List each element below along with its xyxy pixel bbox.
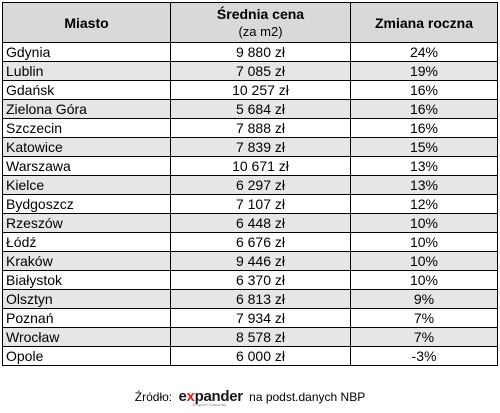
- table-row: Bydgoszcz 7 107 zł 12%: [2, 194, 498, 214]
- cell-city: Lublin: [2, 61, 171, 81]
- cell-city: Opole: [2, 346, 171, 366]
- cell-change: 24%: [350, 42, 498, 62]
- cell-price: 5 684 zł: [170, 99, 351, 119]
- cell-price: 7 839 zł: [170, 137, 351, 157]
- source-suffix: na podst.danych NBP: [249, 390, 366, 405]
- cell-price: 10 257 zł: [170, 80, 351, 100]
- cell-city: Rzeszów: [2, 213, 171, 233]
- cell-city: Warszawa: [2, 156, 171, 176]
- expander-logo: expander Ekspert Finansowy: [178, 388, 243, 407]
- cell-city: Wrocław: [2, 327, 171, 347]
- cell-price: 7 107 zł: [170, 194, 351, 214]
- cell-price: 8 578 zł: [170, 327, 351, 347]
- cell-price: 7 888 zł: [170, 118, 351, 138]
- table-row: Olsztyn 6 813 zł 9%: [2, 289, 498, 309]
- table-row: Łódź 6 676 zł 10%: [2, 232, 498, 252]
- cell-change: 10%: [350, 232, 498, 252]
- cell-price: 6 000 zł: [170, 346, 351, 366]
- cell-change: 13%: [350, 156, 498, 176]
- header-row: Miasto Średnia cena (za m2) Zmiana roczn…: [2, 2, 498, 43]
- table-row: Białystok 6 370 zł 10%: [2, 270, 498, 290]
- cell-change: 10%: [350, 251, 498, 271]
- cell-city: Olsztyn: [2, 289, 171, 309]
- cell-price: 6 813 zł: [170, 289, 351, 309]
- cell-change: 13%: [350, 175, 498, 195]
- cell-change: 12%: [350, 194, 498, 214]
- price-table: Miasto Średnia cena (za m2) Zmiana roczn…: [2, 2, 498, 366]
- expander-logo-wordmark: expander: [178, 388, 243, 405]
- source-line: Źródło: expander Ekspert Finansowy na po…: [0, 389, 500, 407]
- cell-city: Katowice: [2, 137, 171, 157]
- cell-price: 9 446 zł: [170, 251, 351, 271]
- cell-price: 6 297 zł: [170, 175, 351, 195]
- table-row: Zielona Góra 5 684 zł 16%: [2, 99, 498, 119]
- cell-city: Bydgoszcz: [2, 194, 171, 214]
- cell-price: 9 880 zł: [170, 42, 351, 62]
- header-price: Średnia cena (za m2): [170, 2, 351, 43]
- header-change: Zmiana roczna: [350, 2, 498, 43]
- cell-change: 7%: [350, 308, 498, 328]
- cell-price: 7 085 zł: [170, 61, 351, 81]
- cell-city: Kraków: [2, 251, 171, 271]
- table-row: Rzeszów 6 448 zł 10%: [2, 213, 498, 233]
- expander-logo-tagline: Ekspert Finansowy: [192, 402, 227, 407]
- cell-price: 6 676 zł: [170, 232, 351, 252]
- cell-change: -3%: [350, 346, 498, 366]
- header-city: Miasto: [2, 2, 171, 43]
- cell-change: 10%: [350, 270, 498, 290]
- header-price-sub: (za m2): [238, 23, 283, 39]
- table-row: Opole 6 000 zł -3%: [2, 346, 498, 366]
- cell-change: 16%: [350, 80, 498, 100]
- table-row: Gdynia 9 880 zł 24%: [2, 42, 498, 62]
- cell-change: 16%: [350, 99, 498, 119]
- cell-city: Gdańsk: [2, 80, 171, 100]
- table-row: Kielce 6 297 zł 13%: [2, 175, 498, 195]
- table-row: Gdańsk 10 257 zł 16%: [2, 80, 498, 100]
- cell-change: 16%: [350, 118, 498, 138]
- cell-change: 15%: [350, 137, 498, 157]
- cell-price: 7 934 zł: [170, 308, 351, 328]
- cell-price: 6 370 zł: [170, 270, 351, 290]
- table-row: Szczecin 7 888 zł 16%: [2, 118, 498, 138]
- table-row: Lublin 7 085 zł 19%: [2, 61, 498, 81]
- table-body: Gdynia 9 880 zł 24% Lublin 7 085 zł 19% Gdańsk…: [2, 42, 498, 366]
- table-row: Poznań 7 934 zł 7%: [2, 308, 498, 328]
- source-prefix: Źródło:: [134, 390, 173, 405]
- cell-change: 9%: [350, 289, 498, 309]
- cell-price: 10 671 zł: [170, 156, 351, 176]
- cell-change: 19%: [350, 61, 498, 81]
- cell-city: Łódź: [2, 232, 171, 252]
- cell-city: Szczecin: [2, 118, 171, 138]
- cell-city: Gdynia: [2, 42, 171, 62]
- cell-city: Białystok: [2, 270, 171, 290]
- table-row: Warszawa 10 671 zł 13%: [2, 156, 498, 176]
- cell-change: 7%: [350, 327, 498, 347]
- table-row: Katowice 7 839 zł 15%: [2, 137, 498, 157]
- cell-change: 10%: [350, 213, 498, 233]
- table-row: Wrocław 8 578 zł 7%: [2, 327, 498, 347]
- header-price-main: Średnia cena: [216, 5, 305, 22]
- table-row: Kraków 9 446 zł 10%: [2, 251, 498, 271]
- cell-city: Poznań: [2, 308, 171, 328]
- cell-price: 6 448 zł: [170, 213, 351, 233]
- cell-city: Zielona Góra: [2, 99, 171, 119]
- cell-city: Kielce: [2, 175, 171, 195]
